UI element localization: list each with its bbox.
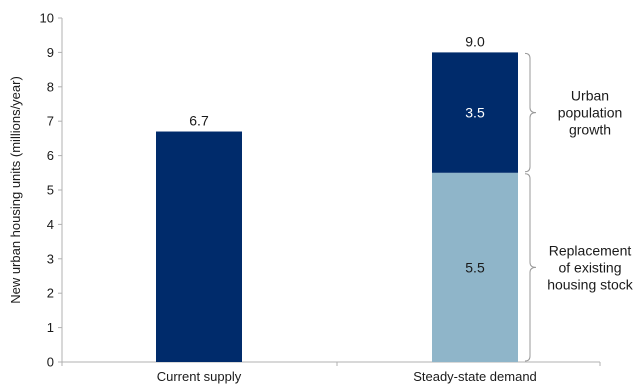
y-tick-label: 10 — [40, 11, 54, 26]
annotation-bracket — [524, 52, 537, 173]
y-tick-label: 1 — [47, 320, 54, 335]
data-label: 3.5 — [465, 105, 485, 121]
y-tick-label: 2 — [47, 286, 54, 301]
x-tick-label: Current supply — [157, 369, 242, 384]
y-tick-label: 3 — [47, 251, 54, 266]
data-label: 5.5 — [465, 259, 485, 275]
annotation-label: Urban population growth — [558, 88, 623, 138]
y-tick-label: 6 — [47, 148, 54, 163]
annotation-line: of existing — [558, 259, 621, 275]
y-axis-title: New urban housing units (millions/year) — [8, 76, 23, 304]
data-label: 6.7 — [189, 113, 209, 129]
bar-base — [156, 131, 242, 362]
annotation-line: growth — [569, 122, 611, 138]
bar-base — [432, 172, 518, 362]
annotation-line: housing stock — [547, 276, 634, 292]
bar-growth — [432, 52, 518, 173]
annotation-line: population — [558, 105, 623, 121]
annotation-bracket — [524, 173, 537, 362]
y-tick-label: 5 — [47, 183, 54, 198]
y-tick-label: 7 — [47, 114, 54, 129]
annotation-line: Urban — [571, 88, 609, 104]
y-tick-label: 9 — [47, 45, 54, 60]
y-tick-label: 4 — [47, 217, 54, 232]
data-label: 9.0 — [465, 33, 485, 49]
y-tick-label: 0 — [47, 355, 54, 370]
y-tick-label: 8 — [47, 79, 54, 94]
annotation-label: Replacement of existing housing stock — [547, 242, 634, 292]
x-tick-label: Steady-state demand — [413, 369, 537, 384]
annotation-line: Replacement — [549, 242, 632, 258]
